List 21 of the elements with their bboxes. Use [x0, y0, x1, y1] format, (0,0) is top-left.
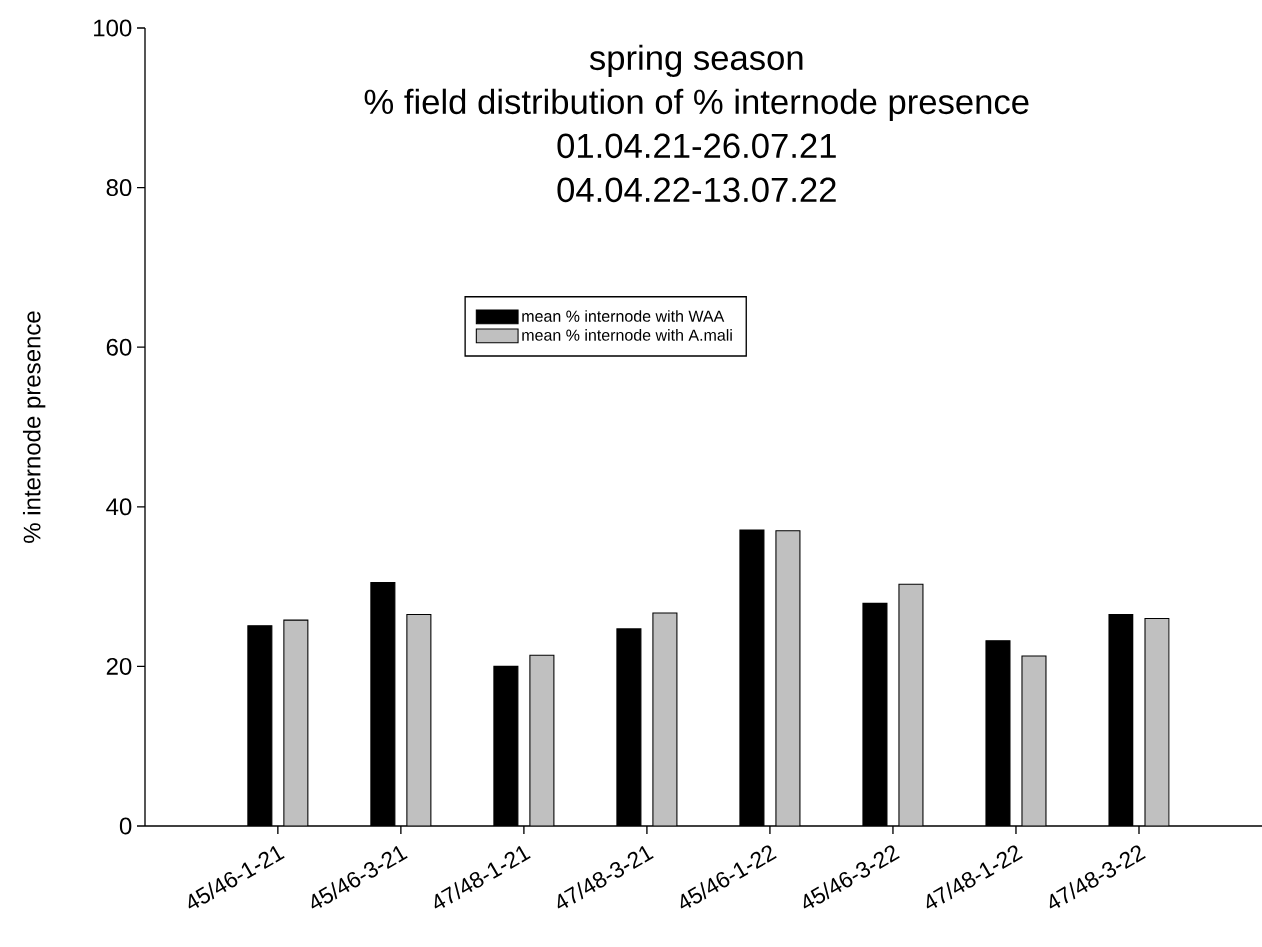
chart-title: spring season — [589, 44, 803, 77]
bar — [775, 530, 801, 826]
y-tick-label: 100 — [94, 19, 132, 37]
bar — [898, 583, 924, 826]
bar — [529, 654, 555, 826]
y-tick-label: 0 — [119, 817, 132, 835]
y-tick-label: 20 — [106, 657, 132, 675]
y-tick-label: 80 — [106, 179, 132, 197]
bar — [283, 619, 309, 826]
annotation: 01.04.21-26.07.21 — [557, 133, 836, 159]
legend-label: mean % internode with WAA — [522, 310, 725, 322]
y-axis-title: % internode presence — [22, 311, 46, 543]
annotation: 04.04.22-13.07.22 — [557, 177, 836, 203]
y-tick-label: 60 — [106, 338, 132, 356]
bar — [652, 612, 678, 826]
bar — [1021, 655, 1047, 826]
text: % field distribution of % internode presence — [364, 88, 1029, 121]
legend-label: mean % internode with A.mali — [522, 329, 732, 341]
bar — [406, 613, 432, 826]
y-tick-label: 40 — [106, 498, 132, 516]
bar — [1144, 617, 1170, 826]
